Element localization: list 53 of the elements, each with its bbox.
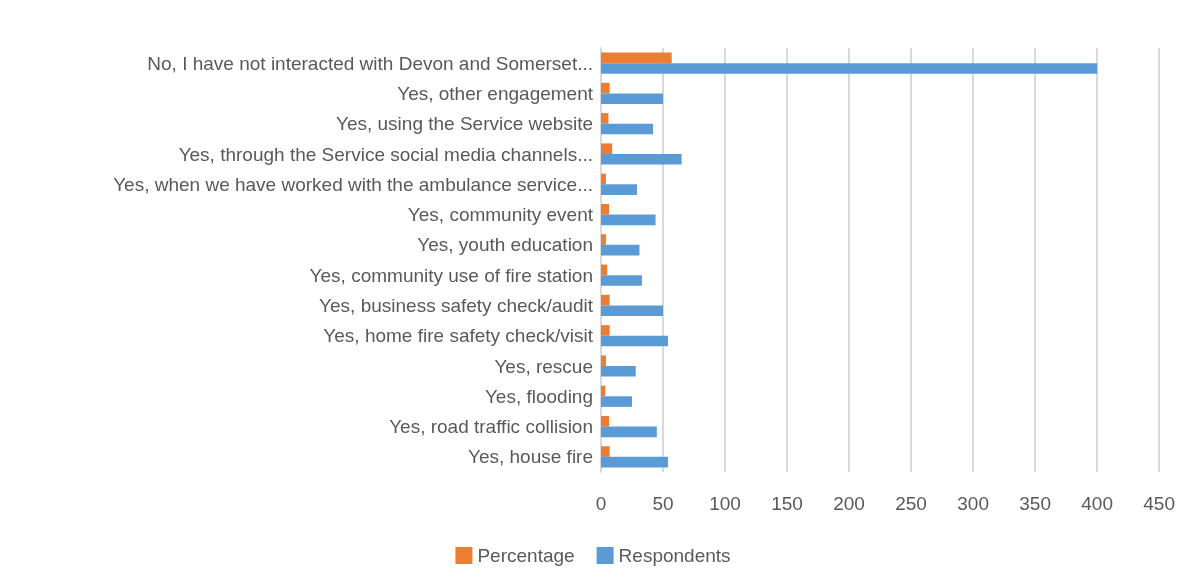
bar: [601, 426, 657, 438]
bar: [601, 275, 642, 286]
y-tick-label: Yes, community use of fire station: [309, 264, 593, 286]
y-tick-label: Yes, flooding: [484, 385, 593, 407]
y-tick-label: Yes, business safety check/audit: [319, 294, 594, 316]
bar: [601, 234, 606, 245]
bar: [601, 305, 664, 317]
y-tick-label: Yes, road traffic collision: [389, 416, 593, 438]
bar: [601, 335, 668, 347]
bar: [601, 294, 610, 306]
x-tick-label: 400: [1081, 493, 1113, 514]
bar: [601, 446, 610, 457]
bar: [601, 184, 637, 195]
x-tick-label: 200: [833, 493, 865, 514]
bar: [601, 264, 608, 276]
bar: [601, 154, 682, 165]
y-tick-label: Yes, youth education: [417, 234, 593, 256]
bar: [601, 325, 610, 336]
bar: [601, 52, 672, 64]
x-tick-label: 150: [771, 493, 803, 514]
x-tick-label: 100: [709, 493, 741, 514]
y-tick-label: Yes, using the Service website: [335, 113, 593, 135]
y-tick-label: Yes, house fire: [468, 446, 593, 468]
bar: [601, 82, 610, 94]
bar: [601, 93, 664, 105]
bar: [601, 244, 640, 256]
bar: [601, 415, 610, 427]
bar: [601, 203, 610, 215]
x-tick-label: 0: [595, 493, 607, 514]
x-tick-label: 300: [957, 493, 989, 514]
y-tick-label: Yes, other engagement: [397, 82, 594, 104]
bar: [601, 355, 606, 366]
bar: [601, 456, 668, 468]
x-tick-label: 50: [652, 493, 674, 514]
x-tick-label: 450: [1143, 493, 1175, 514]
bar: [601, 214, 656, 226]
bar: [601, 396, 633, 407]
y-tick-label: Yes, rescue: [494, 355, 593, 377]
legend-label: Respondents: [618, 545, 731, 566]
bar: [601, 123, 654, 135]
x-tick-label: 250: [895, 493, 927, 514]
y-tick-label: Yes, when we have worked with the ambulance service...: [113, 173, 593, 195]
y-tick-label: No, I have not interacted with Devon and Somerset...: [147, 52, 593, 74]
bar: [601, 143, 613, 154]
legend-label: Percentage: [477, 545, 575, 566]
bar: [601, 366, 636, 377]
bar: [601, 113, 609, 124]
y-tick-label: Yes, through the Service social media channels...: [178, 143, 593, 165]
bar: [601, 173, 606, 185]
x-tick-label: 350: [1019, 493, 1051, 514]
bar: [601, 63, 1098, 74]
y-tick-label: Yes, home fire safety check/visit: [323, 325, 594, 347]
y-tick-label: Yes, community event: [407, 204, 594, 226]
